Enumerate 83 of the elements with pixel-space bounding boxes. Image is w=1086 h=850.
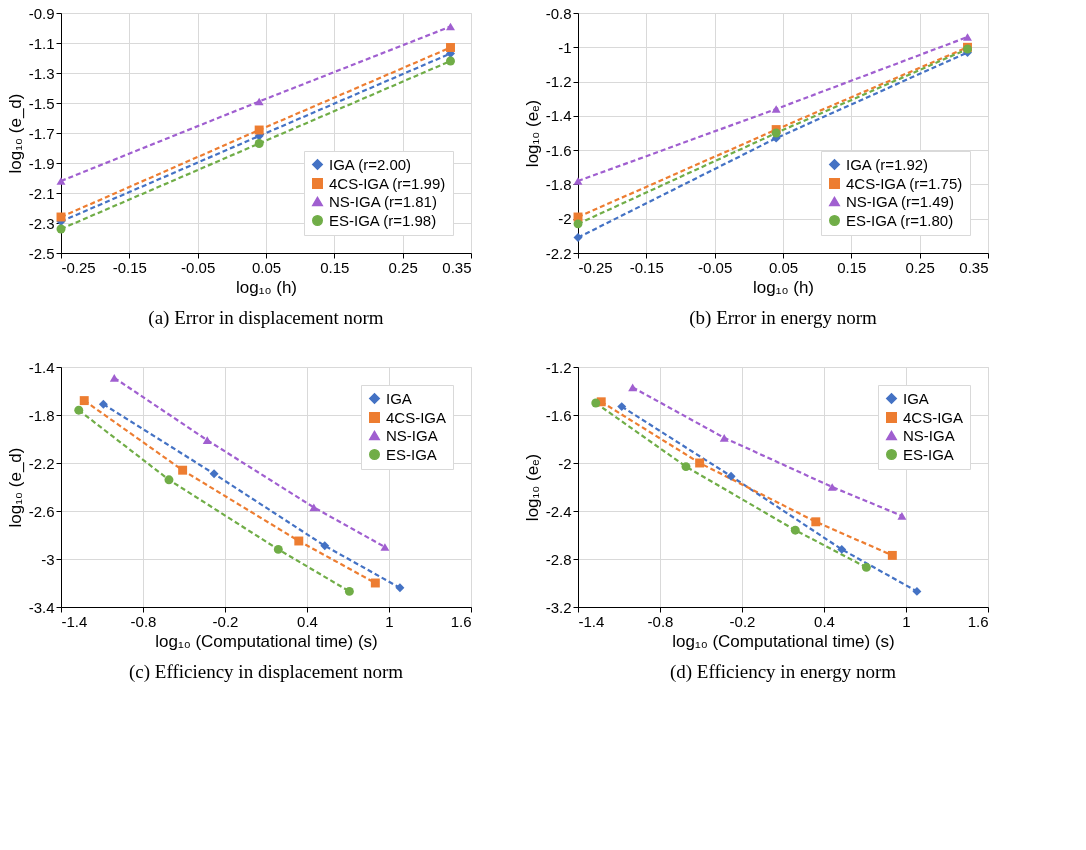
- y-tick-label: -2.6: [28, 502, 55, 520]
- y-tick-label: -2: [558, 210, 572, 228]
- y-tick-label: -1.7: [28, 124, 55, 142]
- y-tick-label: -2.2: [545, 244, 572, 262]
- y-tick-label: -3: [41, 550, 55, 568]
- x-tick-label: 1: [902, 612, 911, 630]
- x-tick-label: -1.4: [61, 612, 88, 630]
- x-tick-label: -1.4: [578, 612, 605, 630]
- legend-label: ES-IGA: [386, 445, 437, 463]
- x-tick-label: 0.15: [320, 258, 350, 276]
- y-tick-label: -1.8: [545, 175, 572, 193]
- x-tick-label: 0.15: [837, 258, 867, 276]
- y-tick-label: -0.9: [28, 4, 55, 22]
- y-tick-label: -1.4: [28, 358, 55, 376]
- y-tick-label: -1.1: [28, 34, 55, 52]
- x-tick-label: 0.05: [768, 258, 799, 276]
- y-tick-label: -1.2: [545, 358, 572, 376]
- x-tick-label: -0.15: [112, 258, 147, 276]
- y-tick-label: -1.8: [28, 406, 55, 424]
- y-tick-label: -3.2: [545, 598, 572, 616]
- y-tick-label: -1.5: [28, 94, 55, 112]
- legend-label: 4CS-IGA (r=1.99): [329, 174, 446, 192]
- legend-label: ES-IGA (r=1.98): [329, 211, 437, 229]
- x-tick-label: -0.05: [698, 258, 733, 276]
- y-tick-label: -2.1: [28, 184, 55, 202]
- legend-label: ES-IGA: [903, 445, 954, 463]
- legend-label: NS-IGA: [903, 426, 955, 444]
- y-axis-title: log₁₀ (e_d): [5, 447, 25, 528]
- x-axis-title: log₁₀ (h): [236, 277, 297, 297]
- x-tick-label: -0.8: [130, 612, 157, 630]
- x-axis-title: log₁₀ (Computational time) (s): [672, 631, 895, 651]
- y-tick-label: -2.4: [545, 502, 572, 520]
- text: (b) Error in energy norm: [689, 307, 877, 329]
- y-tick-label: -1.2: [545, 73, 572, 91]
- y-axis-title: log₁₀ (e_d): [5, 93, 25, 174]
- x-tick-label: 0.35: [959, 258, 989, 276]
- y-tick-label: -1.3: [28, 64, 55, 82]
- x-tick-label: -0.05: [181, 258, 216, 276]
- x-tick-label: 1.6: [967, 612, 989, 630]
- y-tick-label: -1.6: [545, 141, 572, 159]
- y-tick-label: -2.5: [28, 244, 55, 262]
- x-tick-label: -0.2: [212, 612, 239, 630]
- legend-label: 4CS-IGA (r=1.75): [846, 174, 963, 192]
- x-tick-label: 0.05: [251, 258, 282, 276]
- y-axis-title: log₁₀ (eₑ): [522, 99, 542, 168]
- text: (a) Error in displacement norm: [148, 307, 384, 329]
- x-tick-label: -0.15: [629, 258, 664, 276]
- y-tick-label: -1: [558, 38, 572, 56]
- legend-label: IGA (r=2.00): [329, 155, 412, 173]
- x-tick-label: 0.25: [388, 258, 418, 276]
- x-axis-title: log₁₀ (h): [753, 277, 814, 297]
- legend-label: NS-IGA: [386, 426, 438, 444]
- y-tick-label: -1.6: [545, 406, 572, 424]
- y-tick-label: -2.3: [28, 214, 55, 232]
- text: (d) Efficiency in energy norm: [669, 661, 897, 683]
- x-tick-label: -0.25: [61, 258, 96, 276]
- x-tick-label: 0.35: [442, 258, 472, 276]
- x-tick-label: -0.25: [578, 258, 613, 276]
- legend-label: ES-IGA (r=1.80): [846, 211, 954, 229]
- y-tick-label: -2: [558, 454, 572, 472]
- x-tick-label: 1: [385, 612, 394, 630]
- legend-label: IGA: [903, 389, 929, 407]
- legend-label: IGA (r=1.92): [846, 155, 929, 173]
- legend-label: NS-IGA (r=1.81): [329, 192, 437, 210]
- legend-label: 4CS-IGA: [386, 408, 447, 426]
- y-tick-label: -1.4: [545, 107, 572, 125]
- y-tick-label: -1.9: [28, 154, 55, 172]
- x-tick-label: 0.4: [297, 612, 318, 630]
- x-axis-title: log₁₀ (Computational time) (s): [155, 631, 378, 651]
- y-tick-label: -0.8: [545, 4, 572, 22]
- legend-label: NS-IGA (r=1.49): [846, 192, 954, 210]
- text: (c) Efficiency in displacement norm: [129, 661, 404, 683]
- x-tick-label: -0.8: [647, 612, 674, 630]
- legend-label: 4CS-IGA: [903, 408, 964, 426]
- x-tick-label: 1.6: [450, 612, 472, 630]
- y-tick-label: -2.8: [545, 550, 572, 568]
- y-tick-label: -2.2: [28, 454, 55, 472]
- y-axis-title: log₁₀ (eₑ): [522, 453, 542, 522]
- x-tick-label: 0.4: [814, 612, 835, 630]
- x-tick-label: -0.2: [729, 612, 756, 630]
- legend-label: IGA: [386, 389, 412, 407]
- x-tick-label: 0.25: [905, 258, 935, 276]
- y-tick-label: -3.4: [28, 598, 55, 616]
